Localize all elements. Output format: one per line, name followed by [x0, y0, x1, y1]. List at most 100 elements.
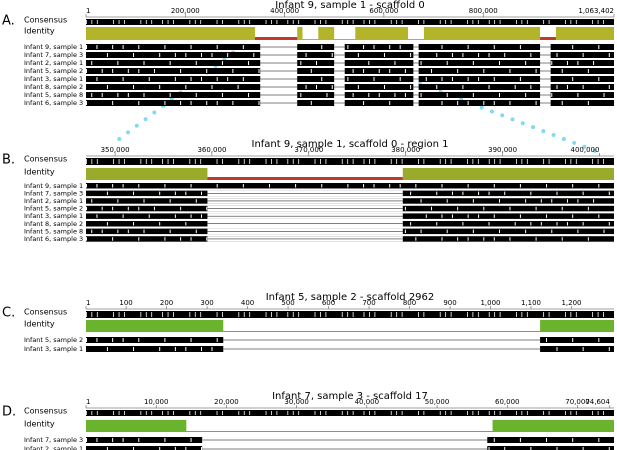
- row-stripe: [117, 199, 119, 203]
- row-stripe: [357, 53, 359, 57]
- consensus-stripe: [151, 411, 153, 415]
- row-stripe: [185, 347, 187, 351]
- consensus-stripe: [222, 20, 223, 24]
- row-stripe: [112, 206, 114, 211]
- consensus-stripe: [292, 159, 294, 164]
- row-stripe: [462, 191, 464, 196]
- row-stripe: [164, 438, 166, 442]
- row-stripe: [373, 77, 375, 81]
- consensus-stripe: [396, 411, 398, 415]
- consensus-stripe: [575, 411, 577, 415]
- row-bar: [86, 100, 614, 106]
- row-stripe: [216, 45, 218, 49]
- consensus-bar: [86, 311, 614, 318]
- row-stripe: [101, 69, 103, 73]
- row-stripe: [363, 101, 365, 105]
- consensus-stripe: [477, 312, 479, 317]
- row-stripe: [483, 69, 485, 73]
- row-stripe: [519, 184, 521, 188]
- tick-label: 800: [403, 299, 416, 307]
- row-stripe: [493, 237, 495, 241]
- tick-label: 1,063,402: [578, 7, 614, 15]
- row-stripe: [556, 222, 558, 226]
- consensus-stripe: [521, 312, 523, 317]
- row-stripe: [519, 45, 521, 49]
- row-stripe: [498, 229, 500, 234]
- row-stripe: [410, 85, 412, 89]
- consensus-stripe: [516, 411, 517, 415]
- row-stripe: [446, 61, 448, 65]
- row-stripe: [159, 85, 161, 89]
- consensus-stripe: [298, 159, 300, 164]
- consensus-stripe: [467, 159, 468, 164]
- consensus-stripe: [472, 411, 474, 415]
- consensus-stripe: [222, 312, 223, 317]
- row-stripe: [96, 338, 98, 342]
- consensus-stripe: [238, 159, 240, 164]
- row-stripe: [399, 184, 401, 188]
- row-stripe: [180, 237, 182, 241]
- consensus-label: Consensus: [24, 407, 67, 416]
- row-stripe: [525, 199, 527, 203]
- row-stripe: [551, 61, 553, 65]
- row-stripe: [598, 214, 600, 218]
- panel-letter: B.: [2, 153, 15, 168]
- consensus-stripe: [423, 20, 425, 24]
- consensus-stripe: [516, 159, 517, 164]
- consensus-stripe: [194, 20, 196, 24]
- row-stripe: [138, 45, 140, 49]
- row-stripe: [587, 237, 589, 241]
- consensus-stripe: [390, 20, 392, 24]
- tick-label: 1: [86, 7, 90, 15]
- row-stripe: [451, 191, 453, 196]
- identity-low: [207, 177, 403, 180]
- consensus-stripe: [396, 312, 398, 317]
- row-stripe: [598, 184, 600, 188]
- consensus-stripe: [189, 411, 191, 415]
- consensus-stripe: [565, 312, 566, 317]
- row-stripe: [608, 347, 610, 351]
- tick-label: 300: [200, 299, 213, 307]
- consensus-stripe: [287, 411, 289, 415]
- row-stripe: [174, 191, 176, 196]
- row-stripe: [467, 184, 469, 188]
- row-stripe: [509, 206, 511, 211]
- row-stripe: [488, 85, 490, 89]
- consensus-stripe: [363, 411, 365, 415]
- row-stripe: [509, 69, 511, 73]
- row-stripe: [431, 206, 433, 211]
- row-stripe: [519, 214, 521, 218]
- row-stripe: [190, 214, 192, 218]
- consensus-stripe: [265, 20, 267, 24]
- row-stripe: [153, 69, 155, 73]
- consensus-stripe: [249, 411, 251, 415]
- consensus-stripe: [445, 159, 447, 164]
- consensus-stripe: [369, 20, 370, 24]
- consensus-stripe: [401, 159, 403, 164]
- row-stripe: [582, 53, 584, 57]
- tick-label: 40,000: [355, 398, 380, 406]
- row-stripe: [300, 61, 302, 65]
- row-stripe: [587, 206, 589, 211]
- consensus-stripe: [521, 159, 523, 164]
- consensus-stripe: [140, 20, 142, 24]
- row-stripe: [86, 237, 87, 241]
- row-stripe: [91, 229, 93, 234]
- consensus-stripe: [374, 20, 376, 24]
- consensus-stripe: [548, 159, 550, 164]
- row-stripe: [159, 191, 161, 196]
- row-stripe: [582, 222, 584, 226]
- row-stripe: [112, 184, 114, 188]
- tick-label: 380,000: [391, 146, 420, 154]
- consensus-stripe: [352, 159, 354, 164]
- row-stripe: [394, 61, 396, 65]
- consensus-stripe: [194, 159, 196, 164]
- identity-gap: [254, 27, 298, 39]
- tick-label: 60,000: [495, 398, 520, 406]
- consensus-stripe: [543, 312, 545, 317]
- row-stripe: [347, 184, 349, 188]
- row-stripe: [572, 338, 574, 342]
- row-stripe: [305, 85, 307, 89]
- tick-label: 1: [86, 398, 90, 406]
- consensus-stripe: [314, 159, 316, 164]
